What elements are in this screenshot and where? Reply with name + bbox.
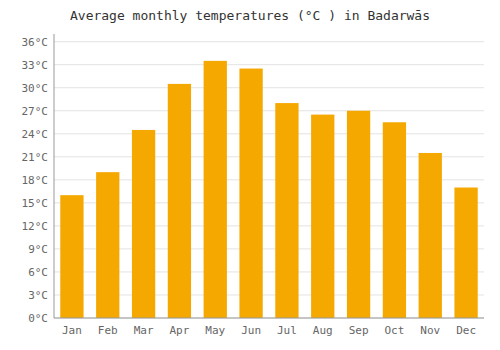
bar [347, 111, 370, 318]
y-tick-label: 0°C [28, 312, 48, 325]
grid-line [54, 87, 484, 88]
y-tick-label: 36°C [22, 36, 49, 49]
bar [132, 130, 155, 318]
bar [275, 103, 298, 318]
grid-line [54, 318, 484, 319]
y-tick-label: 9°C [28, 243, 48, 256]
grid-line [54, 64, 484, 65]
x-tick-label: Apr [169, 324, 189, 337]
y-tick-label: 12°C [22, 220, 49, 233]
x-tick-label: Dec [456, 324, 476, 337]
x-tick-label: Jun [241, 324, 261, 337]
x-tick-label: Mar [134, 324, 154, 337]
y-tick-label: 33°C [22, 59, 49, 72]
x-tick-label: May [205, 324, 225, 337]
page: {"chart_data": {"type": "bar", "title": … [0, 0, 500, 350]
y-tick-label: 6°C [28, 266, 48, 279]
y-tick-label: 24°C [22, 128, 49, 141]
bar [204, 61, 227, 318]
y-tick-label: 21°C [22, 151, 49, 164]
bar [60, 195, 83, 318]
y-axis-line [54, 34, 55, 318]
y-tick-label: 18°C [22, 174, 49, 187]
y-axis: 0°C 3°C 6°C 9°C 12°C 15°C 18°C 21°C 24°C 27°C 30°C… [22, 36, 485, 325]
grid-line [54, 110, 484, 111]
x-axis-line [54, 318, 484, 319]
bar [168, 84, 191, 318]
chart-container: Average monthly temperatures (°C ) in Ba… [0, 0, 500, 350]
bar [419, 153, 442, 318]
bar [96, 172, 119, 318]
bar [383, 122, 406, 318]
x-axis: Jan Feb Mar Apr May Jun Jul Aug Sep Oct Nov Dec [62, 324, 476, 337]
grid-line [54, 133, 484, 134]
grid-line [54, 41, 484, 42]
x-tick-label: Feb [98, 324, 118, 337]
y-tick-label: 27°C [22, 105, 49, 118]
y-tick-label: 30°C [22, 82, 49, 95]
x-tick-label: Oct [384, 324, 404, 337]
x-tick-label: Jan [62, 324, 82, 337]
bars [60, 61, 477, 318]
y-tick-label: 15°C [22, 197, 49, 210]
x-tick-label: Aug [313, 324, 333, 337]
bar [454, 188, 477, 318]
bar [311, 115, 334, 318]
title: Average monthly temperatures (°C ) in Ba… [70, 8, 430, 23]
x-tick-label: Jul [277, 324, 297, 337]
y-tick-label: 3°C [28, 289, 48, 302]
x-tick-label: Nov [420, 324, 440, 337]
x-tick-label: Sep [349, 324, 369, 337]
chart: Average monthly temperatures (°C ) in Ba… [0, 0, 500, 350]
bar [239, 69, 262, 318]
